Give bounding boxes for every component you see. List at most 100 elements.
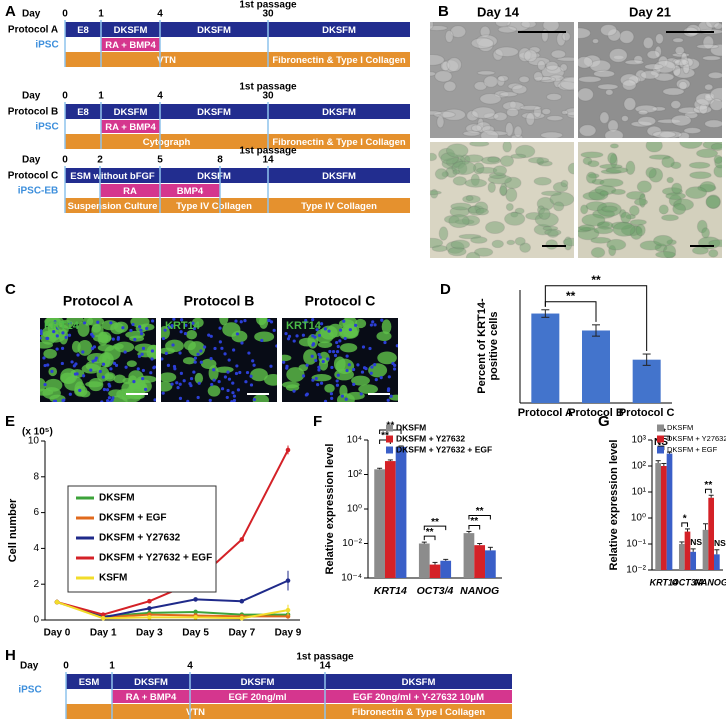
y-axis-title: Relative expression level: [324, 444, 336, 575]
day-number: 2: [97, 155, 103, 166]
nucleus: [311, 378, 315, 382]
nucleus: [111, 396, 115, 400]
significance-bracket: [704, 488, 712, 494]
nucleus: [109, 321, 113, 325]
nucleus: [138, 325, 142, 329]
nucleus: [352, 367, 356, 372]
stained-cell: [342, 318, 358, 330]
nucleus: [292, 389, 296, 393]
segment-label: Fibronectin & Type I Collagen: [272, 55, 406, 66]
point: [193, 597, 198, 602]
micrograph: [578, 142, 722, 258]
cell-shape: [493, 111, 508, 122]
cell-shape: [707, 71, 722, 80]
nucleus: [386, 388, 391, 393]
segment-label: BMP4: [177, 186, 204, 197]
nucleus: [52, 330, 56, 334]
nucleus: [370, 365, 374, 369]
cell-shape: [662, 87, 685, 96]
y-tick-label: 10: [28, 436, 40, 447]
cell-shape: [599, 111, 610, 125]
panel-letter: F: [313, 413, 322, 430]
cell-shape: [538, 207, 551, 220]
nucleus: [380, 318, 384, 322]
stained-cell: [138, 379, 152, 393]
protocol-name: Protocol C: [8, 171, 59, 182]
cell-shape: [545, 239, 558, 250]
day-number: 4: [157, 9, 163, 20]
cell-shape: [654, 33, 664, 45]
nucleus: [311, 318, 315, 322]
nucleus: [304, 318, 308, 323]
point: [285, 607, 291, 613]
day-number: 4: [187, 661, 193, 672]
cell-shape: [544, 228, 562, 237]
stained-cell: [40, 341, 53, 349]
cell-shape: [672, 37, 684, 43]
panel-letter: C: [5, 281, 16, 298]
day-number: 14: [319, 661, 331, 672]
cell-shape: [624, 59, 645, 66]
legend-label: DKSFM + Y27632 + EGF: [99, 553, 212, 564]
day-number: 0: [62, 9, 68, 20]
cell-shape: [492, 165, 508, 176]
nucleus: [150, 357, 154, 361]
nucleus: [323, 327, 328, 331]
nucleus: [40, 331, 43, 336]
cell-shape: [470, 236, 488, 244]
nucleus: [232, 348, 236, 352]
point: [239, 615, 245, 621]
timeline-segment: [112, 690, 190, 703]
nucleus: [91, 359, 95, 363]
panel-letter: D: [440, 281, 451, 298]
nucleus: [150, 349, 154, 353]
nucleus: [240, 341, 244, 345]
nucleus: [90, 332, 94, 336]
nucleus: [67, 333, 72, 337]
nucleus: [141, 346, 146, 350]
cell-shape: [511, 84, 528, 95]
segment-label: VTN: [157, 55, 176, 66]
nucleus: [230, 400, 234, 402]
column-title: Protocol C: [305, 293, 376, 309]
cell-shape: [653, 234, 674, 247]
timeline-segment: [65, 104, 101, 119]
cell-shape: [506, 107, 520, 118]
nucleus: [189, 377, 194, 381]
cell-shape: [520, 22, 537, 29]
stained-cell: [182, 357, 196, 365]
stained-cell: [71, 340, 81, 353]
cell-shape: [430, 22, 434, 30]
stained-cell: [129, 335, 145, 342]
micrograph: KRT14: [161, 318, 277, 402]
nucleus: [173, 367, 177, 371]
bar: [374, 469, 385, 578]
nucleus: [107, 396, 112, 400]
cell-shape: [606, 238, 627, 251]
nucleus: [285, 366, 289, 370]
nucleus: [102, 387, 107, 392]
cell-shape: [504, 121, 514, 137]
cell-shape: [443, 80, 457, 93]
y-tick-label: 10²: [348, 469, 363, 480]
cell-shape: [465, 251, 481, 258]
nucleus: [269, 320, 274, 324]
legend-label: DKSFM + Y27632 + EGF: [396, 444, 492, 454]
nucleus: [170, 382, 174, 386]
stained-cell: [298, 337, 316, 347]
bar: [655, 463, 661, 570]
segment-label: Type IV Collagen: [301, 201, 377, 212]
nucleus: [318, 355, 322, 359]
y-tick-label: 6: [33, 507, 39, 518]
nucleus: [213, 346, 217, 351]
cell-shape: [513, 125, 523, 138]
nucleus: [150, 319, 155, 323]
significance-label: *: [662, 427, 666, 438]
segment-label: VTN: [186, 707, 205, 718]
significance-label: **: [426, 527, 434, 538]
day-number: 0: [63, 661, 69, 672]
nucleus: [101, 375, 105, 379]
nucleus: [145, 326, 149, 331]
cell-shape: [536, 59, 546, 71]
